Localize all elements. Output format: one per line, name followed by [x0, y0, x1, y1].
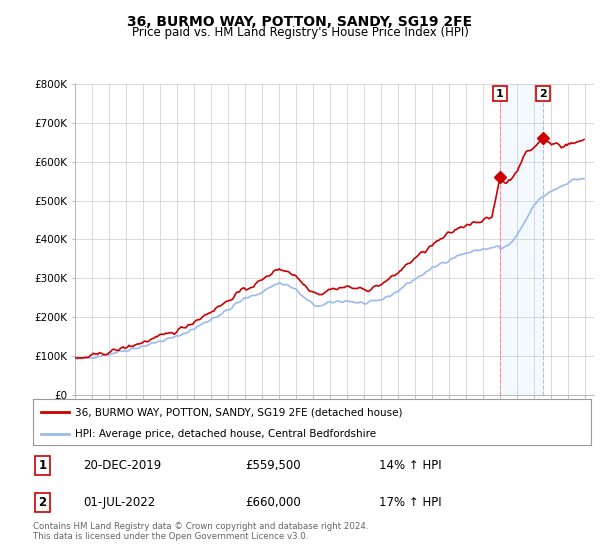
Text: Price paid vs. HM Land Registry's House Price Index (HPI): Price paid vs. HM Land Registry's House …: [131, 26, 469, 39]
Text: 01-JUL-2022: 01-JUL-2022: [83, 496, 155, 509]
Text: 14% ↑ HPI: 14% ↑ HPI: [379, 459, 442, 472]
Text: 1: 1: [38, 459, 47, 472]
Text: Contains HM Land Registry data © Crown copyright and database right 2024.
This d: Contains HM Land Registry data © Crown c…: [33, 522, 368, 542]
Text: 17% ↑ HPI: 17% ↑ HPI: [379, 496, 442, 509]
Text: 1: 1: [496, 88, 504, 99]
Text: 36, BURMO WAY, POTTON, SANDY, SG19 2FE (detached house): 36, BURMO WAY, POTTON, SANDY, SG19 2FE (…: [75, 407, 403, 417]
Text: 20-DEC-2019: 20-DEC-2019: [83, 459, 161, 472]
Text: 2: 2: [539, 88, 547, 99]
Text: £660,000: £660,000: [245, 496, 301, 509]
Text: £559,500: £559,500: [245, 459, 301, 472]
Text: 2: 2: [38, 496, 47, 509]
Text: HPI: Average price, detached house, Central Bedfordshire: HPI: Average price, detached house, Cent…: [75, 429, 376, 438]
Text: 36, BURMO WAY, POTTON, SANDY, SG19 2FE: 36, BURMO WAY, POTTON, SANDY, SG19 2FE: [127, 15, 473, 29]
Bar: [500, 84, 543, 395]
